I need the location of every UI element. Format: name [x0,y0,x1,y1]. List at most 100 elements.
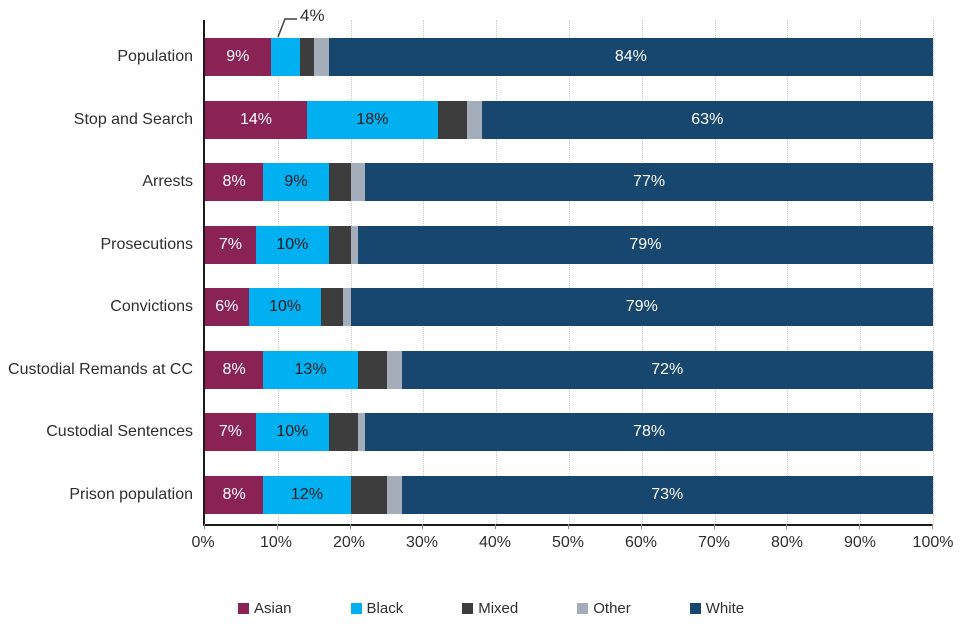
bar-segment-asian-stop-and-search: 14% [205,100,307,139]
bar-row-custodial-sentences: 7% 10% 78% [205,413,933,451]
x-tick-label-40pct: 40% [478,534,512,551]
gridline [714,20,716,524]
category-label-population: Population [117,48,193,65]
axis-tick [422,524,424,529]
gridline [641,20,643,524]
gridline [350,20,352,524]
bar-segment-white-custodial-remands-at-cc: 72% [401,350,933,389]
gridline [423,20,425,524]
category-label-arrests: Arrests [142,173,193,190]
segment-value-label: 63% [691,110,724,128]
bar-segment-other-prosecutions [350,225,358,264]
bar-segment-black-custodial-remands-at-cc: 13% [263,350,358,389]
category-label-stop-and-search: Stop and Search [73,110,193,128]
bar-row-custodial-remands-at-cc: 8% 13% 72% [205,350,933,389]
bar-segment-asian-arrests: 8% [205,163,264,201]
bar-segment-mixed-prosecutions [328,225,351,264]
category-label-custodial-remands-at-cc: Custodial Remands at CC [8,360,193,378]
axis-tick [640,524,642,529]
bar-segment-black-prison-population: 12% [263,475,351,514]
bar-row-arrests: 8% 9% 77% [205,163,933,201]
axis-tick [568,524,569,529]
bar-row-convictions: 6% 10% 79% [205,288,933,326]
axis-tick [932,524,933,529]
segment-value-label: 73% [651,485,684,503]
bar-segment-white-prosecutions: 79% [357,225,933,264]
legend-swatch-other [577,603,589,614]
segment-value-label: 10% [276,423,309,440]
bar-segment-white-population: 84% [328,38,933,76]
segment-value-label: 77% [633,173,666,190]
gridline [277,20,279,524]
bar-segment-other-custodial-sentences [357,413,366,451]
category-label-convictions: Convictions [110,298,193,315]
bar-segment-asian-custodial-sentences: 7% [205,413,256,451]
x-axis: 0% 10% 20% 30% 40% 50% 60% 70% 80% 90% 100% [191,534,953,556]
x-tick-label-50pct: 50% [551,534,585,551]
bar-segment-asian-custodial-remands-at-cc: 8% [205,350,264,389]
bar-segment-other-convictions [343,288,351,326]
axis-tick [349,524,351,529]
x-tick-label-80pct: 80% [770,534,804,551]
legend-swatch-white [689,603,701,614]
legend-swatch-mixed [462,603,474,614]
bar-segment-mixed-population [299,38,315,76]
segment-value-label: 8% [222,485,246,503]
bar-segment-black-prosecutions: 10% [255,225,329,264]
x-tick-label-0pct: 0% [191,534,215,551]
bar-segment-mixed-custodial-remands-at-cc [357,350,387,389]
legend-label: Black [366,600,404,617]
plot-area: 9% 84% 14% 18% 63% 8% 9% 77% 7% 10% 79% 6% 10% 79% 8% 1… [203,20,934,529]
legend-label: White [705,600,745,617]
bar-segment-asian-convictions: 6% [205,288,249,326]
segment-value-label: 14% [239,110,272,128]
bar-segment-black-stop-and-search: 18% [306,100,438,139]
bar-segment-black-custodial-sentences: 10% [255,413,329,451]
segment-value-label: 8% [222,360,246,378]
segment-value-label: 79% [625,298,658,315]
category-label-prosecutions: Prosecutions [100,235,194,253]
bar-segment-black-population [270,38,300,76]
axis-tick [713,524,715,529]
bar-segment-other-custodial-remands-at-cc [386,350,402,389]
category-label-prison-population: Prison population [69,485,193,503]
x-tick-label-20pct: 20% [332,534,366,551]
gridline [933,20,934,524]
axis-tick [495,524,497,529]
legend-item-mixed: Mixed [462,600,518,617]
x-tick-label-60pct: 60% [624,534,658,551]
segment-value-label: 9% [226,48,250,65]
segment-value-label: 8% [222,173,246,190]
bar-segment-black-convictions: 10% [248,288,322,326]
legend-item-asian: Asian [238,600,292,617]
segment-value-label: 18% [356,110,389,128]
axis-tick [204,524,205,529]
legend-label: Mixed [478,600,519,617]
segment-value-label: 78% [633,423,666,440]
segment-value-label: 12% [290,485,323,503]
x-tick-label-90pct: 90% [843,534,877,551]
axis-tick [276,524,278,529]
gridline [860,20,862,524]
bar-segment-white-arrests: 77% [365,163,933,201]
segment-value-label: 84% [614,48,647,65]
segment-value-label: 13% [294,360,327,378]
legend-item-black: Black [350,600,404,617]
legend-label: Asian [254,600,292,617]
segment-value-label: 7% [218,423,243,440]
legend-swatch-asian [238,603,249,614]
bar-row-prosecutions: 7% 10% 79% [205,225,933,264]
x-tick-label-70pct: 70% [697,534,731,551]
gridline [496,20,498,524]
segment-value-label: 6% [215,298,239,315]
x-tick-label-30pct: 30% [405,534,439,551]
legend-item-white: White [689,600,745,617]
segment-value-label: 79% [629,235,662,253]
bar-segment-mixed-stop-and-search [437,100,468,139]
segment-value-label: 10% [276,235,309,253]
bar-segment-other-population [314,38,329,76]
segment-value-label: 9% [284,173,308,190]
axis-tick [786,524,788,529]
bar-segment-asian-prosecutions: 7% [205,225,256,264]
